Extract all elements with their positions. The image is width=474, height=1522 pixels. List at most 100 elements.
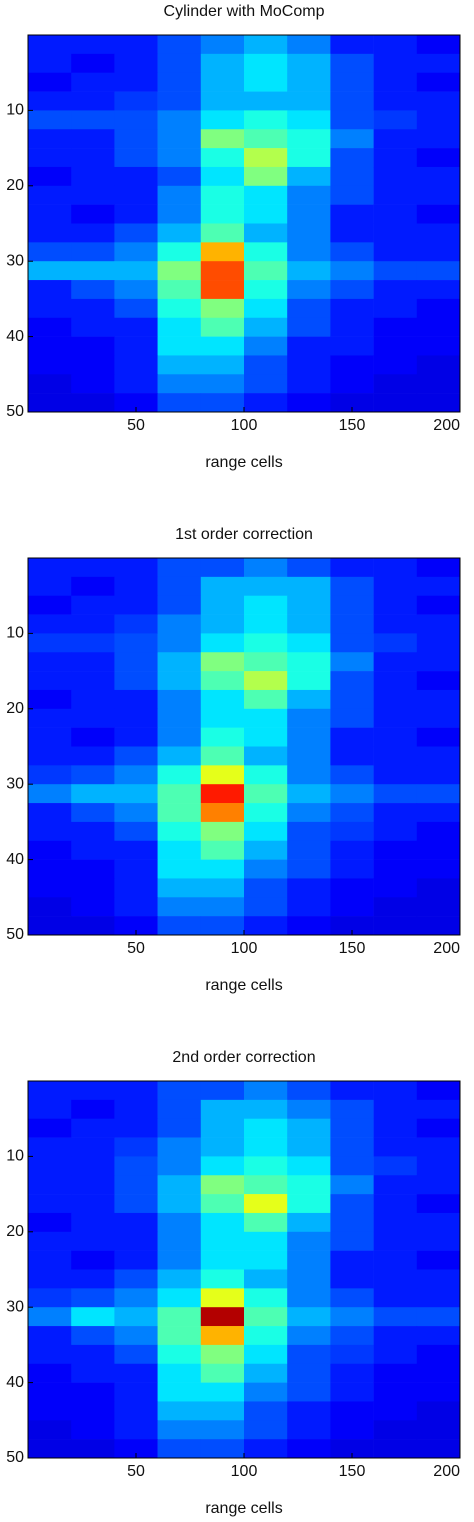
heatmap-cell <box>330 1175 374 1195</box>
heatmap-cell <box>28 261 72 281</box>
heatmap-cell <box>114 317 158 337</box>
heatmap-cell <box>330 746 374 766</box>
heatmap-cell <box>157 821 202 842</box>
y-tick-label: 50 <box>6 926 24 943</box>
heatmap-cell <box>416 393 461 413</box>
heatmap-cell <box>373 652 418 672</box>
heatmap-cell <box>373 298 418 319</box>
heatmap-cell <box>200 1344 245 1365</box>
heatmap-cell <box>71 1344 115 1365</box>
heatmap-cell <box>244 821 288 842</box>
heatmap-cell <box>373 148 418 168</box>
heatmap-cell <box>28 1250 72 1270</box>
heatmap-cell <box>330 897 374 917</box>
heatmap-cell <box>114 185 158 205</box>
y-tick-label: 30 <box>6 252 24 269</box>
x-tick-label: 50 <box>127 940 145 957</box>
heatmap-cell <box>114 204 158 224</box>
heatmap-cell <box>416 1382 461 1402</box>
heatmap-cell <box>244 1382 288 1402</box>
heatmap-cell <box>28 614 72 634</box>
heatmap-cell <box>71 1194 115 1214</box>
heatmap-cell <box>244 897 288 917</box>
heatmap-cell <box>416 1118 461 1138</box>
x-tick-label: 150 <box>339 940 366 957</box>
heatmap-cell <box>373 91 418 111</box>
heatmap-cell <box>200 1081 245 1101</box>
heatmap-cell <box>28 558 72 578</box>
heatmap-cell <box>373 393 418 413</box>
heatmap-cell <box>157 393 202 413</box>
heatmap-cell <box>373 280 418 300</box>
heatmap-cell <box>71 1382 115 1402</box>
heatmap-cell <box>157 1269 202 1289</box>
heatmap-cell <box>287 242 331 262</box>
heatmap-cell <box>416 35 461 55</box>
heatmap-cell <box>71 355 115 375</box>
heatmap-cell <box>287 1269 331 1289</box>
heatmap-cell <box>287 595 331 615</box>
heatmap <box>28 35 461 413</box>
heatmap-cell <box>416 1194 461 1214</box>
heatmap-cell <box>157 91 202 111</box>
heatmap-cell <box>287 765 331 785</box>
heatmap-cell <box>71 1439 115 1459</box>
heatmap-cell <box>71 35 115 55</box>
heatmap-cell <box>157 204 202 224</box>
heatmap-cell <box>71 595 115 615</box>
heatmap-cell <box>244 652 288 672</box>
heatmap-cell <box>416 1344 461 1365</box>
heatmap-cell <box>200 166 245 187</box>
heatmap-cell <box>114 1212 158 1233</box>
heatmap-cell <box>373 1420 418 1440</box>
heatmap-cell <box>71 821 115 842</box>
heatmap-cell <box>157 859 202 879</box>
heatmap-cell <box>28 689 72 710</box>
heatmap-cell <box>287 727 331 747</box>
heatmap-cell <box>244 916 288 936</box>
heatmap-cell <box>114 110 158 130</box>
heatmap-cell <box>28 803 72 823</box>
heatmap-cell <box>71 633 115 653</box>
heatmap-cell <box>200 374 245 394</box>
heatmap-cell <box>114 878 158 898</box>
heatmap-cell <box>244 1307 288 1327</box>
heatmap-cell <box>416 298 461 319</box>
heatmap-cell <box>28 317 72 337</box>
heatmap-cell <box>244 393 288 413</box>
heatmap-cell <box>244 1439 288 1459</box>
heatmap-cell <box>200 53 245 73</box>
heatmap-cell <box>287 878 331 898</box>
heatmap-cell <box>200 91 245 111</box>
heatmap-cell <box>28 727 72 747</box>
heatmap-cell <box>157 727 202 747</box>
heatmap-cell <box>287 614 331 634</box>
heatmap-cell <box>114 746 158 766</box>
heatmap-cell <box>114 1344 158 1365</box>
heatmap-cell <box>200 242 245 262</box>
heatmap-cell <box>287 1420 331 1440</box>
heatmap-cell <box>200 1156 245 1176</box>
heatmap-cell <box>244 261 288 281</box>
heatmap-cell <box>330 110 374 130</box>
heatmap-cell <box>287 671 331 691</box>
heatmap-cell <box>200 1194 245 1214</box>
heatmap-cell <box>416 1137 461 1157</box>
heatmap-cell <box>71 1326 115 1346</box>
heatmap-cell <box>287 821 331 842</box>
heatmap-cell <box>373 166 418 187</box>
heatmap-cell <box>330 298 374 319</box>
heatmap-cell <box>200 614 245 634</box>
heatmap-cell <box>200 784 245 804</box>
heatmap-cell <box>71 840 115 860</box>
heatmap-cell <box>373 317 418 337</box>
heatmap-cell <box>373 746 418 766</box>
heatmap-cell <box>330 916 374 936</box>
heatmap-cell <box>416 1231 461 1251</box>
heatmap-cell <box>287 784 331 804</box>
heatmap-cell <box>416 166 461 187</box>
heatmap-cell <box>200 1326 245 1346</box>
heatmap-cell <box>330 1212 374 1233</box>
heatmap-cell <box>114 166 158 187</box>
heatmap-cell <box>373 1288 418 1308</box>
